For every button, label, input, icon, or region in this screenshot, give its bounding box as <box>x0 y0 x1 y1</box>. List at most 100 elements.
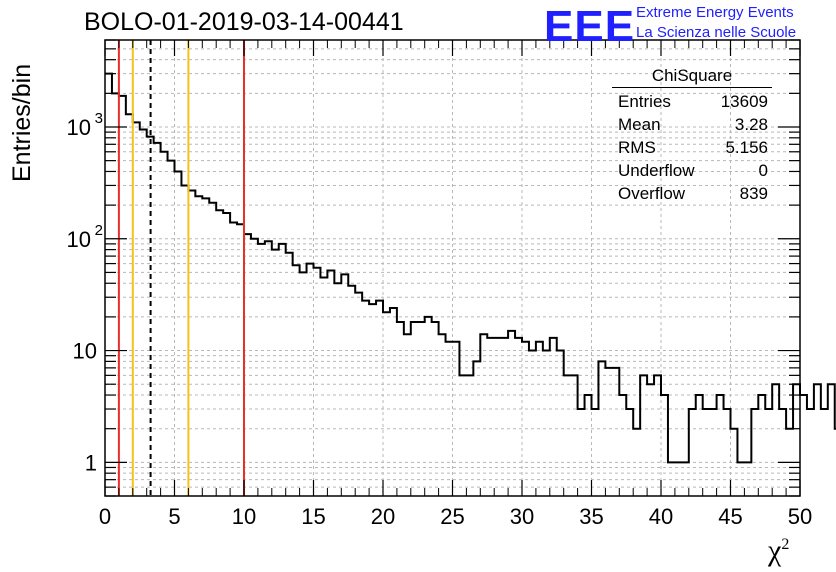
histogram-bin <box>724 409 731 496</box>
histogram-bin <box>737 462 744 496</box>
histogram-bin <box>751 409 758 496</box>
histogram-bin <box>765 409 772 496</box>
histogram-bin <box>341 274 348 496</box>
histogram-bin <box>605 368 612 496</box>
histogram-bin <box>168 161 175 496</box>
histogram-bin <box>126 114 133 496</box>
histogram-bin <box>487 338 494 496</box>
stats-label: Entries <box>618 92 671 111</box>
histogram-bin <box>473 361 480 496</box>
x-tick-label: 40 <box>649 504 673 529</box>
reference-lines <box>117 40 245 496</box>
histogram-bin <box>529 351 536 496</box>
histogram-bin <box>710 409 717 496</box>
histogram-bin <box>265 241 272 496</box>
histogram-bin <box>522 342 529 496</box>
histogram-bin <box>508 331 515 496</box>
histogram-bin <box>279 244 286 496</box>
histogram-bin <box>807 409 814 496</box>
logo-subtitle-line1: Extreme Energy Events <box>636 4 794 21</box>
histogram-bin <box>140 129 147 496</box>
histogram-bin <box>161 152 168 496</box>
histogram-bin <box>383 312 390 496</box>
histogram-bin <box>175 171 182 496</box>
histogram-series <box>105 72 836 496</box>
x-tick-label: 10 <box>232 504 256 529</box>
histogram-bin <box>675 462 682 496</box>
histogram-bin <box>703 409 710 496</box>
y-tick-label: 10 <box>73 339 97 364</box>
histogram-bin <box>286 253 293 496</box>
stats-label: Overflow <box>618 184 686 203</box>
histogram-bin <box>397 322 404 496</box>
histogram-bin <box>689 409 696 496</box>
histogram-bin <box>661 395 668 496</box>
histogram-bin <box>300 272 307 496</box>
histogram-bin <box>147 137 154 496</box>
chart-title: BOLO-01-2019-03-14-00441 <box>84 8 404 36</box>
histogram-bin <box>633 429 640 496</box>
histogram-bin <box>494 338 501 496</box>
histogram-bin <box>355 293 362 496</box>
histogram-bin <box>320 278 327 496</box>
histogram-bin <box>439 334 446 496</box>
x-tick-label: 0 <box>99 504 111 529</box>
logo-subtitle-line2: La Scienza nelle Scuole <box>636 24 797 41</box>
histogram-bin <box>202 198 209 496</box>
histogram-bin <box>626 409 633 496</box>
histogram-bin <box>612 368 619 496</box>
stats-value: 0 <box>758 161 768 180</box>
y-tick-label: 10 <box>67 227 91 252</box>
stats-value: 13609 <box>720 92 768 111</box>
histogram-bin <box>432 322 439 496</box>
stats-row-mean: Mean 3.28 <box>612 113 772 136</box>
histogram-bin <box>619 395 626 496</box>
histogram-bin <box>564 375 571 496</box>
histogram-bin <box>480 334 487 496</box>
histogram-bin <box>696 395 703 496</box>
histogram-bin <box>550 338 557 496</box>
histogram-bin <box>654 375 661 496</box>
y-tick-label-exp: 3 <box>95 110 103 127</box>
stats-row-rms: RMS 5.156 <box>612 136 772 159</box>
histogram-bin <box>459 375 466 496</box>
histogram-bin <box>543 351 550 496</box>
histogram-bin <box>446 342 453 496</box>
histogram-bin <box>376 301 383 496</box>
histogram-bin <box>237 224 244 496</box>
histogram-bin <box>362 301 369 496</box>
x-tick-label: 45 <box>718 504 742 529</box>
histogram-bin <box>800 395 807 496</box>
histogram-bin <box>258 244 265 496</box>
stats-box: ChiSquare Entries 13609 Mean 3.28 RMS 5.… <box>612 66 772 205</box>
histogram-bin <box>390 308 397 496</box>
histogram-bin <box>647 384 654 496</box>
histogram-bin <box>230 222 237 496</box>
histogram-bin <box>578 409 585 496</box>
histogram-bin <box>466 375 473 496</box>
x-axis-label: χ2 <box>768 534 789 568</box>
histogram-bin <box>668 462 675 496</box>
histogram-bin <box>717 395 724 496</box>
histogram-bin <box>411 322 418 496</box>
histogram-bin <box>758 395 765 496</box>
histogram-bin <box>557 351 564 496</box>
x-tick-label: 20 <box>371 504 395 529</box>
histogram-bin <box>244 234 251 496</box>
histogram-bin <box>731 429 738 496</box>
histogram-bin <box>821 409 828 496</box>
y-tick-label-exp: 2 <box>95 222 103 239</box>
histogram-bin <box>592 409 599 496</box>
stats-title: ChiSquare <box>612 66 772 88</box>
x-axis-label-sup: 2 <box>781 536 790 553</box>
x-tick-label: 35 <box>579 504 603 529</box>
histogram-bin <box>133 122 140 496</box>
histogram-bin <box>112 93 119 496</box>
histogram-bin <box>744 462 751 496</box>
x-tick-label: 25 <box>440 504 464 529</box>
stats-value: 5.156 <box>725 138 768 157</box>
grid <box>105 40 800 496</box>
stats-row-underflow: Underflow 0 <box>612 159 772 182</box>
histogram-bin <box>327 271 334 496</box>
